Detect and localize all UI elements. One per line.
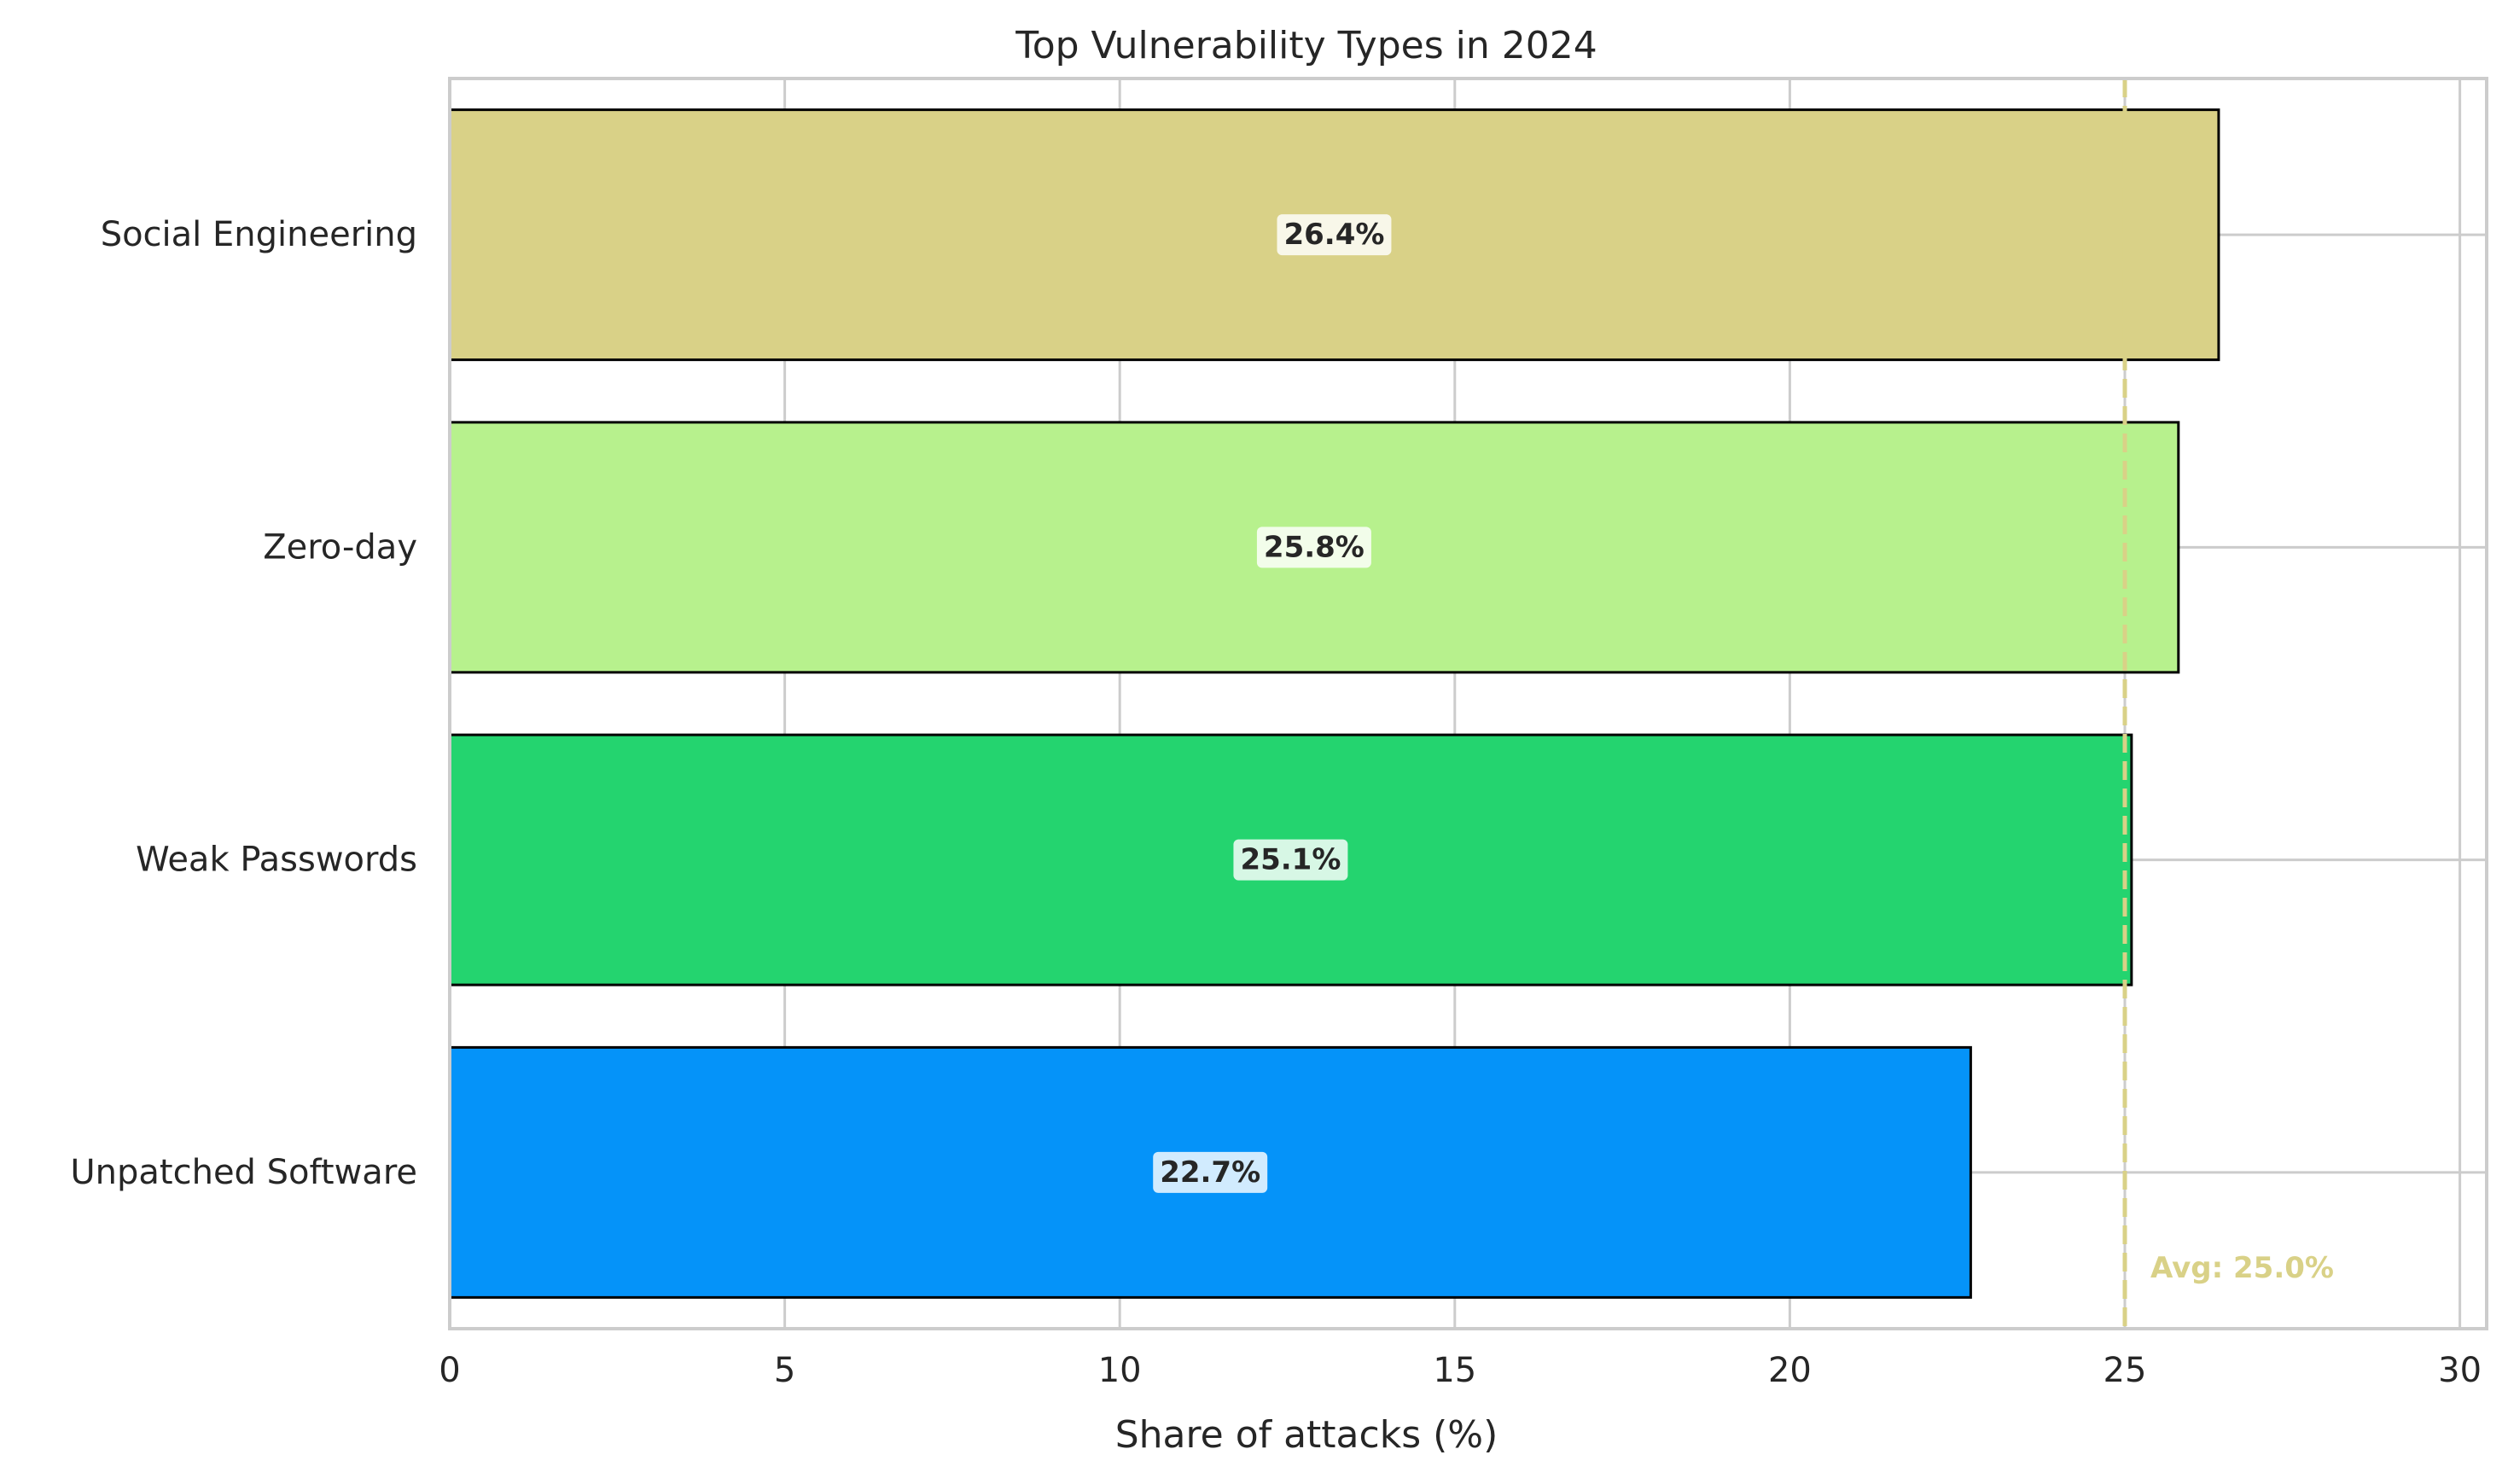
category-label: Weak Passwords (136, 841, 417, 880)
value-label: 25.1% (1240, 843, 1341, 877)
value-label-box (1233, 839, 1348, 881)
x-axis-label: Share of attacks (%) (1115, 1413, 1498, 1457)
x-tick-label: 5 (774, 1351, 795, 1390)
x-tick-label: 30 (2438, 1351, 2482, 1390)
bars (448, 108, 2220, 1299)
category-label: Zero-day (263, 527, 417, 567)
value-labels: 26.4% 25.8% 25.1% 22.7% (1153, 214, 1392, 1193)
x-tick-label: 10 (1098, 1351, 1142, 1390)
x-tick-label: 0 (439, 1351, 460, 1390)
x-tick-label: 20 (1768, 1351, 1812, 1390)
value-label: 22.7% (1160, 1155, 1260, 1190)
value-label-group: 25.8% (1256, 527, 1371, 568)
x-tick-label: 25 (2104, 1351, 2147, 1390)
x-tick-labels: 0 5 10 15 20 25 30 (439, 1351, 2482, 1390)
value-label-box (1153, 1151, 1268, 1193)
value-label: 26.4% (1283, 218, 1384, 252)
value-label-group: 22.7% (1153, 1151, 1268, 1193)
value-label: 25.8% (1264, 530, 1365, 564)
value-label-group: 25.1% (1233, 839, 1348, 881)
category-label: Unpatched Software (70, 1153, 417, 1192)
chart-title: Top Vulnerability Types in 2024 (1015, 24, 1597, 67)
value-label-box (1277, 214, 1392, 256)
reference-line-group: Avg: 25.0% (2122, 79, 2334, 1329)
average-label: Avg: 25.0% (2150, 1251, 2334, 1285)
category-label: Social Engineering (101, 215, 417, 254)
x-tick-label: 15 (1433, 1351, 1476, 1390)
plot-frame (448, 77, 2488, 1330)
value-label-box (1256, 527, 1371, 568)
value-label-group: 26.4% (1277, 214, 1392, 256)
category-labels: Social Engineering Zero-day Weak Passwords… (70, 215, 417, 1192)
